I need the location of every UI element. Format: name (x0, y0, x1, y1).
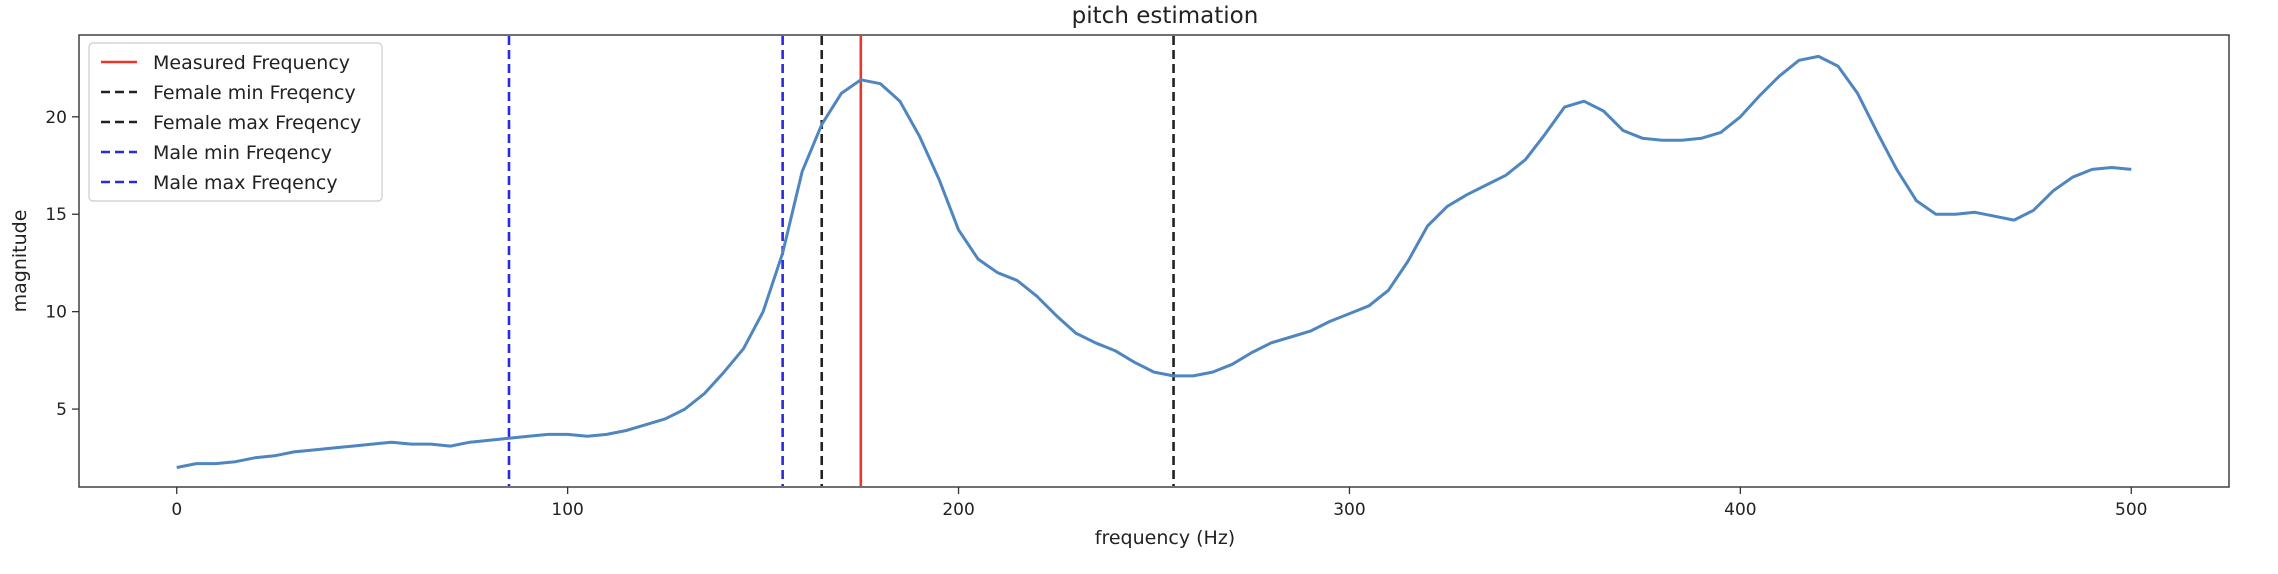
x-tick-label: 400 (1724, 500, 1756, 520)
y-axis: 5 10 15 20 (45, 108, 79, 420)
legend-label: Measured Frequency (153, 52, 350, 74)
y-tick-label: 20 (45, 108, 67, 128)
x-axis: 0 100 200 300 400 500 (171, 487, 2147, 520)
x-tick-label: 300 (1333, 500, 1365, 520)
series-group (176, 54, 2132, 469)
magnitude-series-line (176, 54, 2132, 469)
x-tick-label: 200 (942, 500, 974, 520)
plot-area (78, 34, 2230, 488)
legend-entries: Measured Frequency Female min Freqency Fem… (101, 52, 361, 194)
x-axis-label: frequency (Hz) (1095, 527, 1235, 549)
vertical-markers (507, 36, 1175, 486)
y-tick-label: 10 (45, 303, 67, 323)
legend-box (88, 42, 383, 202)
plot-frame (78, 34, 2230, 488)
legend-label: Male max Freqency (153, 172, 338, 194)
legend-label: Female min Freqency (153, 82, 356, 104)
legend-label: Male min Freqency (153, 142, 332, 164)
x-tick-label: 0 (171, 500, 182, 520)
legend-label: Female max Freqency (153, 112, 361, 134)
x-tick-label: 500 (2115, 500, 2147, 520)
y-tick-label: 15 (45, 205, 67, 225)
legend: Measured Frequency Female min Freqency Fem… (88, 42, 383, 202)
x-tick-label: 100 (551, 500, 583, 520)
chart-title: pitch estimation (1072, 3, 1259, 29)
y-tick-label: 5 (56, 400, 67, 420)
y-axis-label: magnitude (9, 210, 31, 313)
